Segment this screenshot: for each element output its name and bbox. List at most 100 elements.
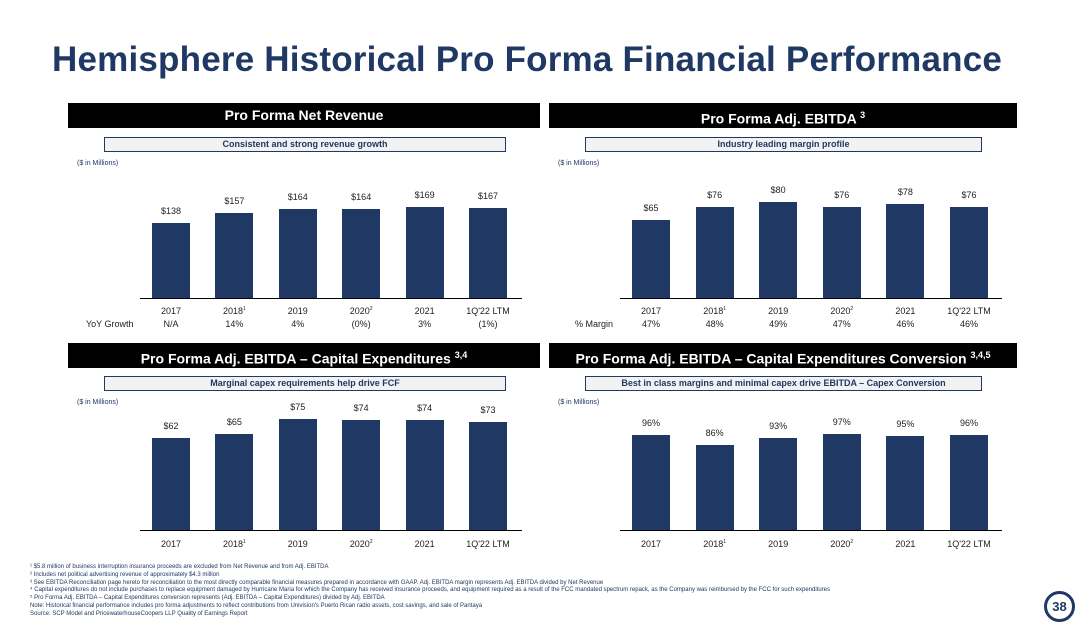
footnote: Source: SCP Model and PricewaterhouseCoo…: [30, 610, 248, 617]
category-text: 2020: [830, 306, 851, 316]
data-label: $138: [160, 206, 182, 217]
data-label: $76: [834, 189, 850, 200]
bar: [342, 420, 381, 530]
category-label: 1Q'22 LTM: [453, 539, 523, 549]
category-footnote-ref: 1: [723, 306, 726, 312]
category-label: 20202: [326, 539, 396, 549]
category-text: 2019: [768, 539, 789, 549]
category-label: 1Q'22 LTM: [453, 306, 523, 316]
bar: [278, 419, 317, 530]
extra-row-value: (1%): [478, 319, 498, 329]
bar: [886, 204, 925, 298]
data-label: $169: [414, 189, 435, 200]
category-text: 2017: [640, 539, 662, 549]
category-text: 2017: [160, 306, 182, 316]
category-text: 2019: [768, 306, 789, 316]
extra-row-value: 4%: [291, 319, 305, 329]
panel-title-sup: 3,4: [454, 350, 468, 360]
panel-subtitle: Marginal capex requirements help drive F…: [104, 376, 506, 391]
data-label: 95%: [896, 418, 915, 429]
data-label: $157: [224, 196, 245, 207]
panel-header-ebitda-capex: Pro Forma Adj. EBITDA – Capital Expendit…: [68, 343, 540, 368]
bar: [632, 434, 670, 530]
data-label: $74: [417, 403, 433, 414]
bar: [342, 209, 381, 298]
category-footnote-ref: 1: [243, 306, 246, 312]
category-text: 2018: [222, 539, 244, 549]
category-label: 2017: [136, 539, 206, 549]
category-text: 2021: [414, 306, 435, 316]
category-footnote-ref: 2: [369, 306, 373, 312]
bar: [278, 209, 317, 298]
bar: [405, 420, 444, 530]
data-label: 96%: [959, 417, 978, 428]
data-label: $164: [287, 192, 308, 203]
footnote: ¹ $5.8 million of business interruption …: [30, 564, 329, 570]
bar: [759, 202, 798, 298]
category-text: 1Q'22 LTM: [466, 306, 510, 316]
extra-row-label: YoY Growth: [86, 319, 134, 329]
category-text: 2017: [640, 306, 662, 316]
category-text: 2017: [160, 539, 182, 549]
bar: [950, 434, 988, 530]
category-label: 20181: [199, 539, 269, 549]
category-label: 20181: [680, 539, 750, 549]
extra-row-value: 48%: [705, 319, 724, 329]
footnote: ⁵ Pro Forma Adj. EBITDA – Capital Expend…: [30, 595, 385, 602]
data-label: $74: [353, 403, 369, 414]
category-text: 1Q'22 LTM: [466, 539, 510, 549]
category-label: 20181: [680, 306, 750, 316]
bar: [695, 444, 734, 530]
extra-row-value: (0%): [351, 319, 371, 329]
extra-row-value: 47%: [832, 319, 851, 329]
category-label: 2017: [616, 539, 686, 549]
extra-row-value: 14%: [225, 319, 244, 329]
footnote: ³ See EBITDA Reconciliation page hereto …: [30, 579, 604, 586]
category-text: 2020: [349, 539, 370, 549]
category-text: 1Q'22 LTM: [947, 539, 991, 549]
panel-title-sup: 3: [860, 110, 866, 120]
data-label: $73: [480, 404, 496, 415]
units-label: ($ in Millions): [77, 160, 119, 167]
bar: [215, 213, 254, 298]
data-label: $62: [163, 421, 179, 432]
extra-row-value: N/A: [163, 319, 179, 329]
category-text: 2020: [830, 539, 851, 549]
data-label: $65: [226, 416, 242, 427]
category-label: 20181: [199, 306, 269, 316]
extra-row-value: 46%: [959, 319, 978, 329]
bar: [469, 421, 507, 530]
category-label: 1Q'22 LTM: [934, 539, 1004, 549]
bar: [632, 220, 670, 298]
footnote: Note: Historical financial performance i…: [30, 602, 483, 609]
category-label: 2021: [390, 539, 460, 549]
panel-subtitle: Industry leading margin profile: [585, 137, 982, 152]
category-text: 2018: [703, 306, 724, 316]
data-label: $164: [351, 192, 372, 203]
category-text: 2021: [895, 306, 916, 316]
bar: [950, 206, 988, 298]
data-label: $80: [770, 185, 786, 195]
category-footnote-ref: 1: [723, 539, 726, 545]
footnote: ⁴ Capital expenditures do not include pu…: [30, 587, 831, 594]
category-text: 1Q'22 LTM: [947, 306, 991, 316]
panel-title: Pro Forma Adj. EBITDA – Capital Expendit…: [575, 350, 967, 367]
bar: [822, 433, 861, 530]
data-label: $78: [897, 187, 913, 198]
panel-header-net-revenue: Pro Forma Net Revenue: [68, 103, 540, 128]
extra-row-value: 49%: [769, 319, 788, 329]
x-axis-line: [140, 298, 522, 299]
category-footnote-ref: 2: [850, 539, 854, 545]
category-text: 2019: [287, 539, 308, 549]
category-label: 20202: [807, 306, 877, 316]
data-label: $76: [707, 189, 723, 200]
panel-title-sup: 3,4,5: [970, 350, 991, 360]
category-label: 2019: [743, 539, 813, 549]
category-text: 2021: [895, 539, 916, 549]
category-label: 20202: [326, 306, 396, 316]
extra-row-value: 47%: [641, 319, 660, 329]
data-label: 97%: [832, 416, 851, 427]
category-text: 2018: [703, 539, 724, 549]
